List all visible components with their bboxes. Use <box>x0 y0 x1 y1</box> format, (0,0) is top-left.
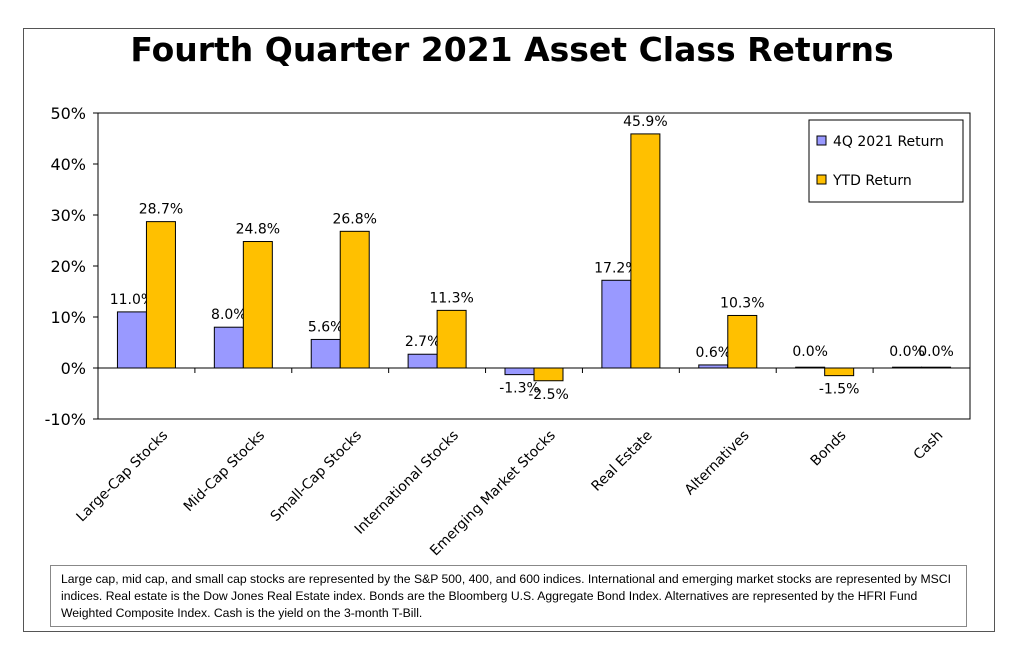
y-tick-label: 50% <box>50 104 86 123</box>
category-label: Real Estate <box>589 428 656 495</box>
chart-title: Fourth Quarter 2021 Asset Class Returns <box>130 30 894 69</box>
data-label: 26.8% <box>332 211 376 227</box>
bar <box>145 221 176 369</box>
data-label: 28.7% <box>139 202 183 218</box>
footnote: Large cap, mid cap, and small cap stocks… <box>50 565 967 627</box>
data-label: 0.0% <box>918 344 954 360</box>
category-label: Cash <box>911 428 947 464</box>
bar <box>116 311 147 369</box>
bar <box>504 367 535 376</box>
bar <box>407 353 438 369</box>
category-label: Alternatives <box>682 428 753 499</box>
legend-swatch <box>816 174 827 185</box>
data-label: 17.2% <box>594 260 638 276</box>
category-label: Large-Cap Stocks <box>74 428 172 526</box>
data-label: -1.5% <box>819 382 860 398</box>
data-label: 11.0% <box>110 292 154 308</box>
data-label: 0.6% <box>695 345 731 361</box>
legend-swatch <box>816 135 827 146</box>
data-label: 0.0% <box>889 344 925 360</box>
data-label: 11.3% <box>429 290 473 306</box>
bar <box>824 367 855 377</box>
category-label: Mid-Cap Stocks <box>181 428 268 515</box>
data-label: -2.5% <box>528 387 569 403</box>
bar <box>630 133 661 369</box>
bar <box>727 314 758 369</box>
category-label: Bonds <box>808 428 850 470</box>
data-label: 10.3% <box>720 295 764 311</box>
bar <box>436 309 467 369</box>
bar <box>339 230 370 369</box>
bar <box>213 326 244 369</box>
data-label: 45.9% <box>623 114 667 130</box>
data-label: 24.8% <box>236 222 280 238</box>
data-label: 5.6% <box>308 319 344 335</box>
legend <box>808 119 964 203</box>
y-tick-label: 10% <box>50 308 86 327</box>
legend-label: YTD Return <box>832 173 912 189</box>
legend-label: 4Q 2021 Return <box>833 134 944 150</box>
bar <box>533 367 564 382</box>
y-tick-label: 0% <box>61 359 86 378</box>
bar <box>601 279 632 369</box>
data-label: 0.0% <box>792 344 828 360</box>
category-label: Small-Cap Stocks <box>268 428 365 525</box>
y-tick-label: 30% <box>50 206 86 225</box>
y-tick-label: 40% <box>50 155 86 174</box>
bar <box>242 241 273 369</box>
y-tick-label: -10% <box>45 410 86 429</box>
data-label: -1.3% <box>499 381 540 397</box>
y-tick-label: 20% <box>50 257 86 276</box>
data-label: 2.7% <box>405 334 441 350</box>
data-label: 8.0% <box>211 307 247 323</box>
category-label: International Stocks <box>352 428 462 538</box>
bar <box>310 338 341 369</box>
